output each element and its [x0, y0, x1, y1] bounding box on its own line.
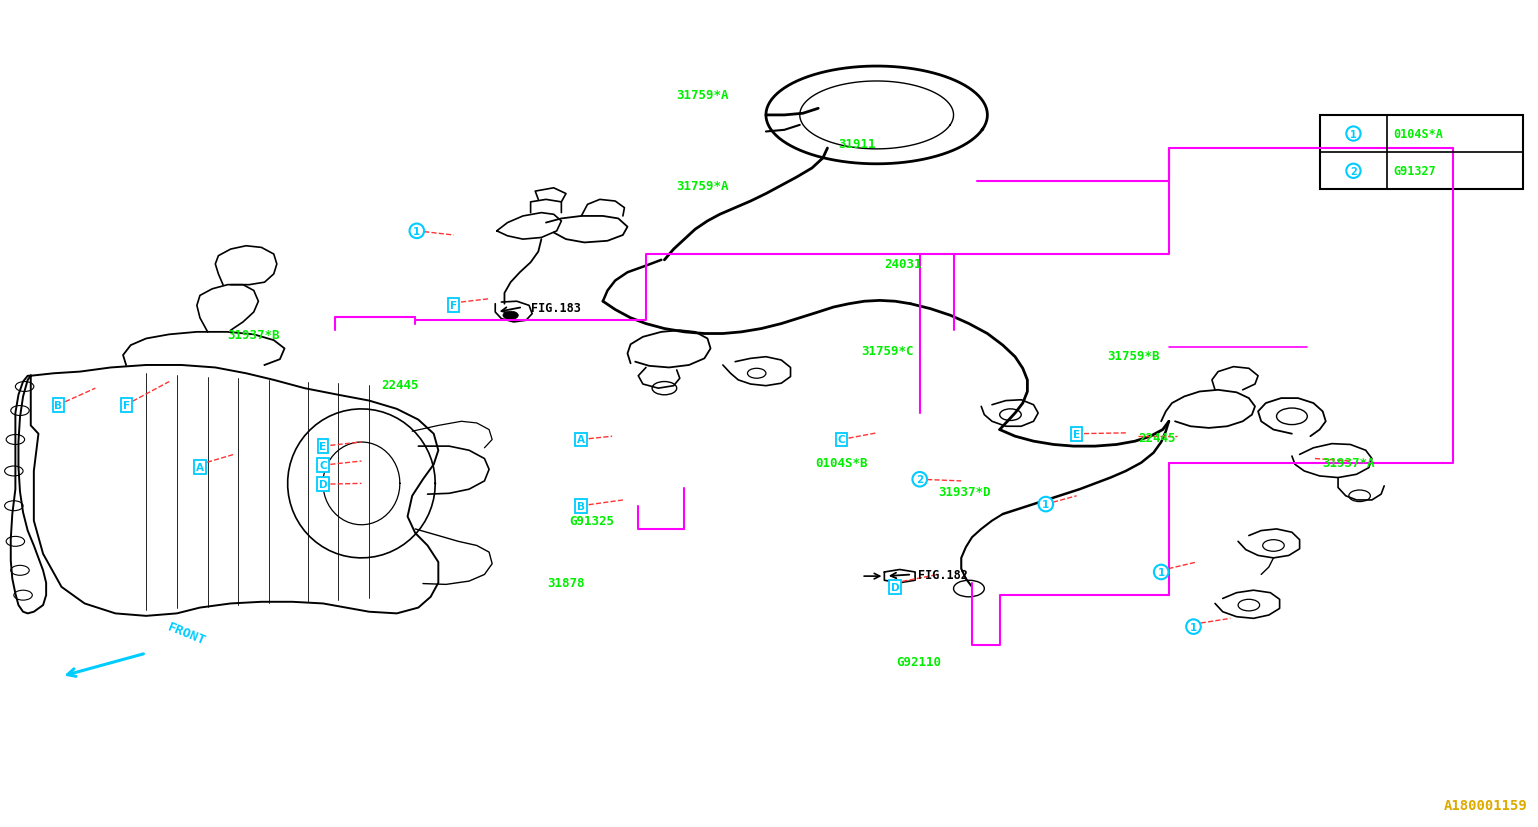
Text: FRONT: FRONT: [166, 619, 208, 647]
Text: A: A: [195, 462, 205, 472]
Text: 0104S*A: 0104S*A: [1393, 128, 1443, 141]
Text: 1: 1: [1190, 622, 1197, 632]
Text: 22445: 22445: [1138, 432, 1175, 445]
Text: 22445: 22445: [381, 378, 418, 391]
Text: A180001159: A180001159: [1444, 798, 1527, 812]
Text: 24031: 24031: [884, 258, 921, 271]
Text: E: E: [320, 442, 326, 452]
Text: 0104S*B: 0104S*B: [815, 457, 867, 470]
Text: G91325: G91325: [569, 514, 614, 528]
Text: 31937*D: 31937*D: [938, 485, 990, 499]
Text: G91327: G91327: [1393, 165, 1436, 178]
Text: C: C: [838, 435, 844, 445]
Text: 1: 1: [1158, 567, 1164, 577]
Text: 31759*A: 31759*A: [677, 179, 729, 193]
Text: 31878: 31878: [548, 576, 584, 590]
Text: 1: 1: [1350, 129, 1357, 140]
Text: 31911: 31911: [838, 138, 875, 151]
Text: 31759*A: 31759*A: [677, 88, 729, 102]
Text: 1: 1: [414, 227, 420, 237]
Text: C: C: [320, 461, 326, 471]
Text: 31759*C: 31759*C: [861, 345, 914, 358]
Text: FIG.183: FIG.183: [531, 301, 580, 314]
Text: B: B: [54, 400, 63, 410]
Text: G92110: G92110: [897, 655, 941, 668]
Text: A: A: [577, 435, 586, 445]
Circle shape: [503, 312, 518, 320]
Text: 31937*A: 31937*A: [1323, 457, 1375, 470]
Text: F: F: [451, 301, 457, 311]
Text: 31937*B: 31937*B: [228, 328, 280, 342]
Text: E: E: [1074, 429, 1080, 439]
Text: 1: 1: [1043, 500, 1049, 509]
Text: 2: 2: [1350, 166, 1357, 177]
Text: FIG.182: FIG.182: [918, 568, 967, 581]
Text: 31759*B: 31759*B: [1107, 349, 1160, 362]
Text: D: D: [318, 480, 328, 490]
Text: 2: 2: [917, 475, 923, 485]
Text: F: F: [123, 400, 129, 410]
Text: B: B: [577, 501, 586, 511]
Text: D: D: [891, 582, 900, 592]
